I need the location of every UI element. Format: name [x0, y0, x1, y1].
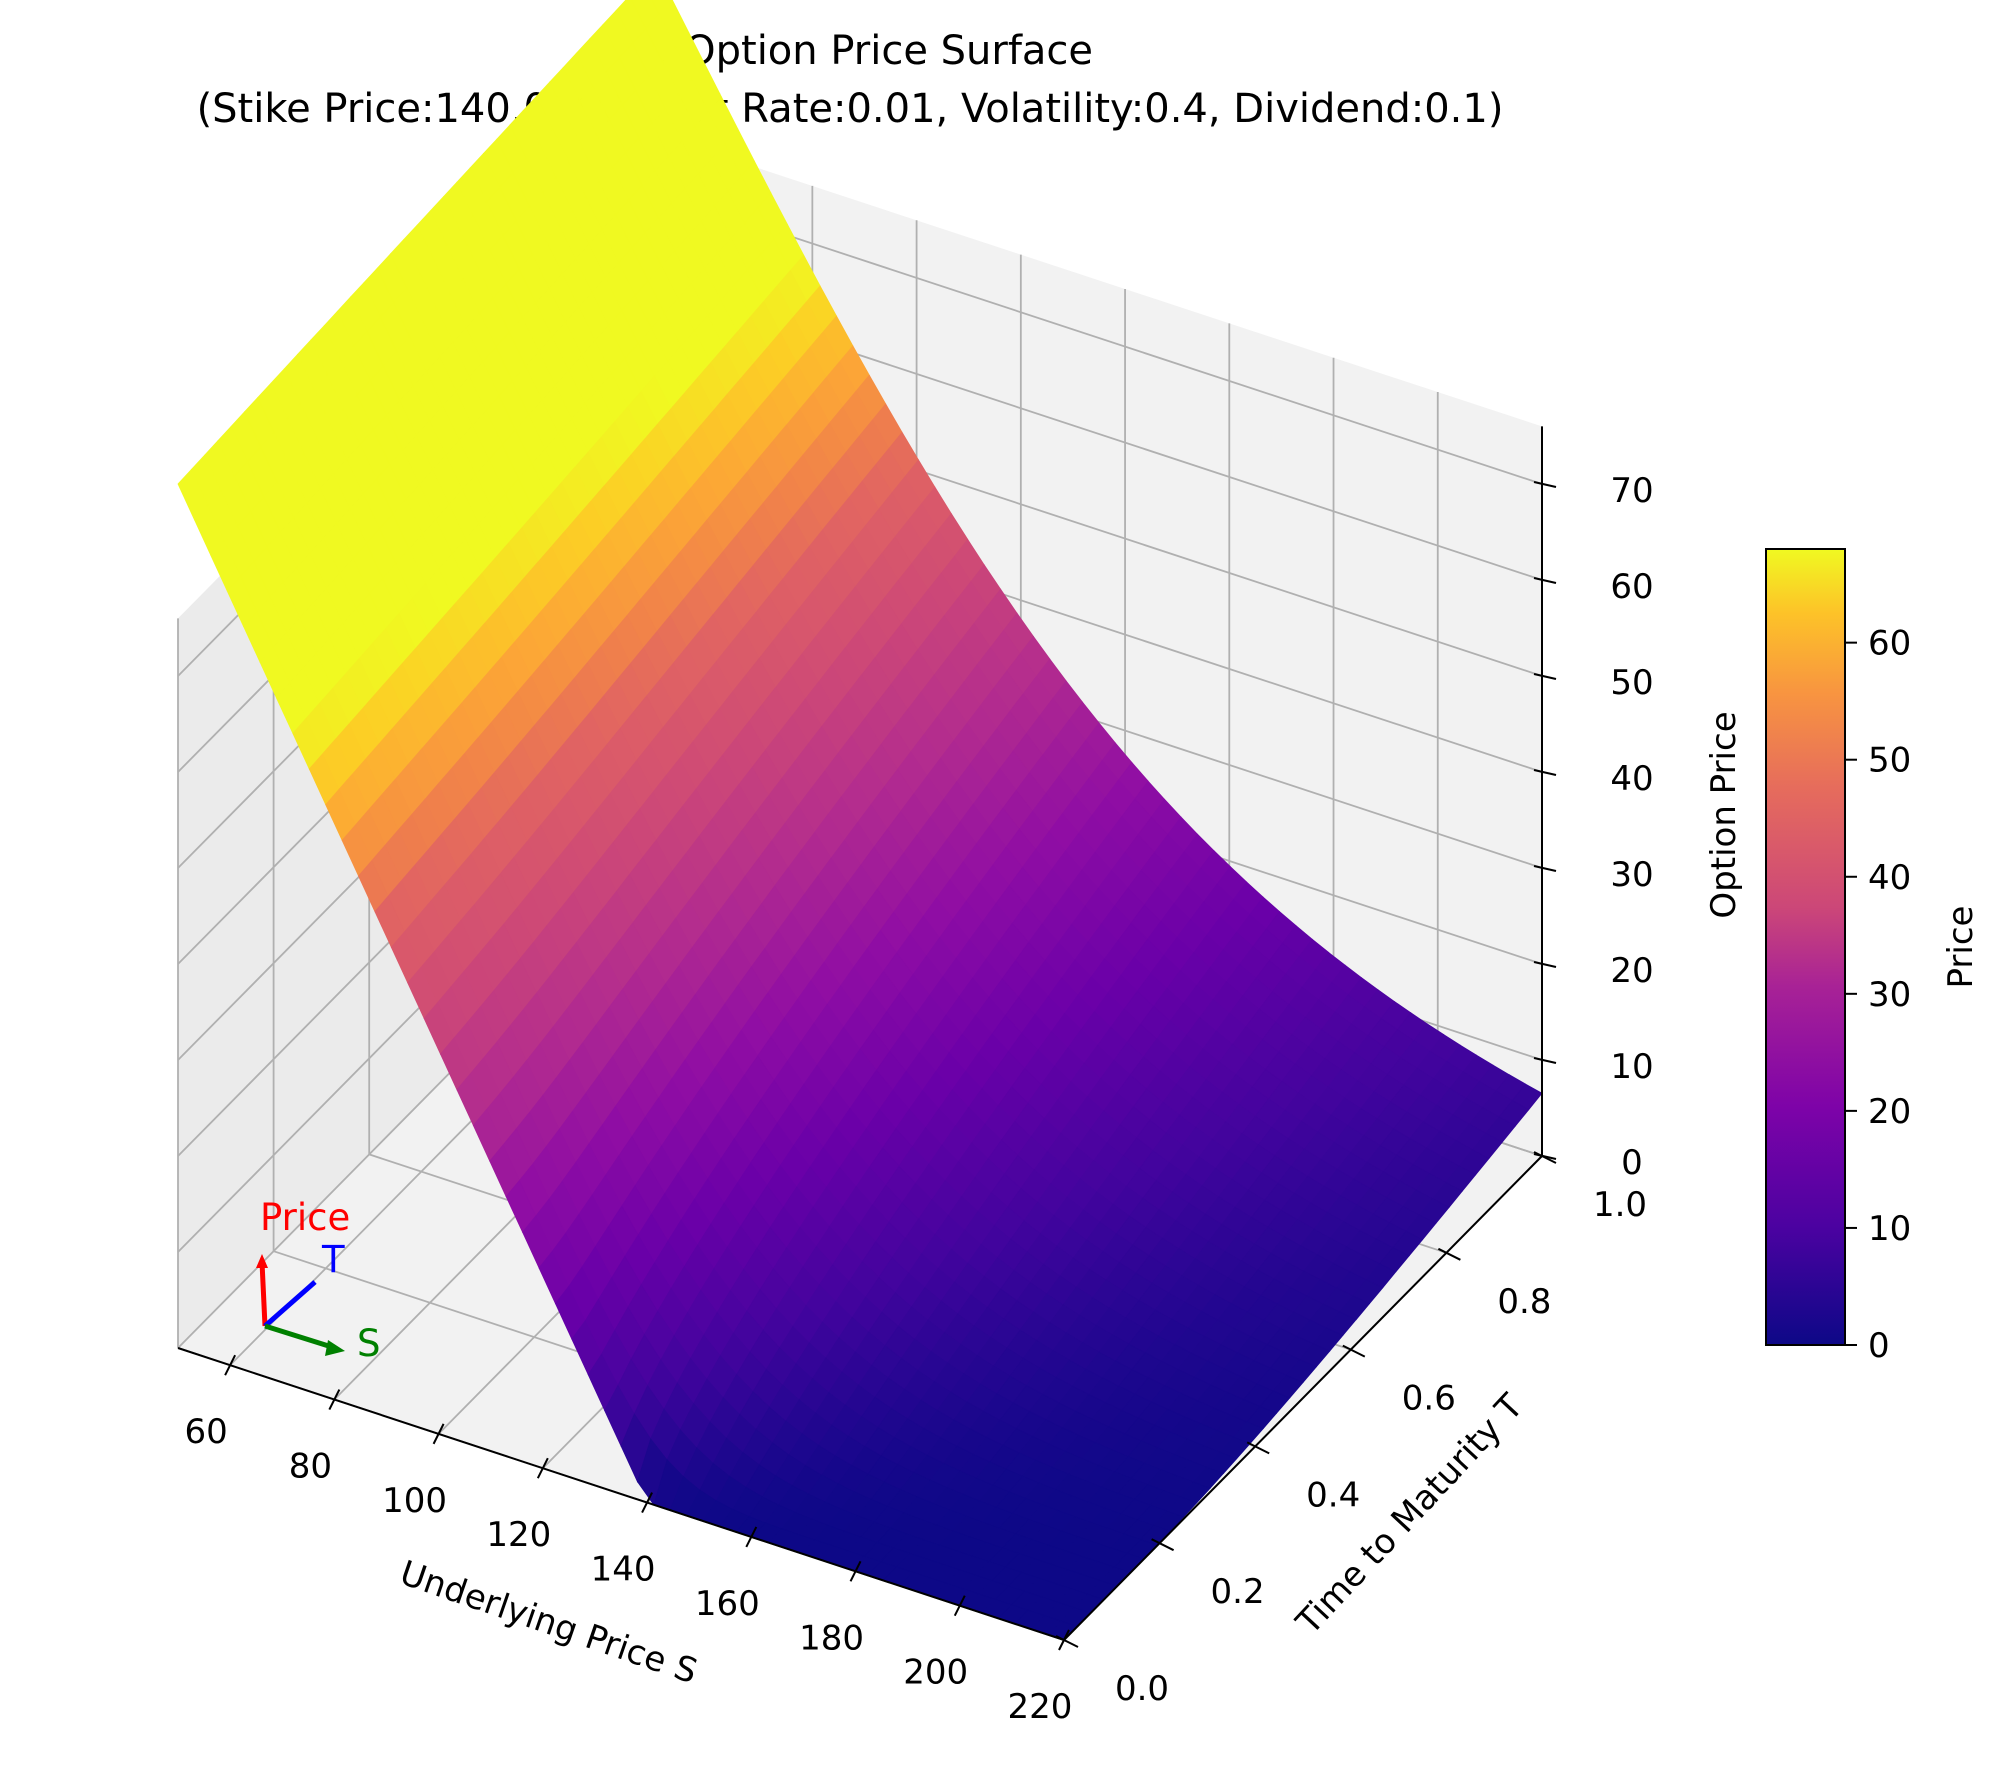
y-tick-label: 0.8 [1497, 1282, 1551, 1322]
colorbar-tick-label: 40 [1868, 858, 1911, 898]
z-tick-label: 40 [1610, 759, 1653, 799]
price-arrow [259, 1261, 268, 1327]
x-tick-label: 220 [1008, 1687, 1073, 1727]
grid-line [655, 191, 1543, 485]
y-axis-line [1063, 1155, 1543, 1641]
x-axis-line [177, 1347, 1065, 1641]
z-tick [1533, 769, 1557, 776]
time-orientation-label: T [321, 1238, 345, 1281]
z-tick-label: 50 [1610, 663, 1653, 703]
colorbar-tick-label: 60 [1868, 624, 1911, 664]
colorbar-tick-label: 30 [1868, 975, 1911, 1015]
x-axis-label: Underlying Price S [395, 1553, 702, 1692]
x-tick-label: 100 [382, 1481, 447, 1521]
colorbar: 0 10 20 30 40 50 60 Price [1765, 548, 1981, 1366]
y-tick [1246, 1441, 1270, 1455]
z-tick-label: 30 [1610, 855, 1653, 895]
x-tick-label: 200 [903, 1653, 968, 1693]
surface-plot [177, 0, 1543, 1641]
x-tick [745, 1526, 758, 1548]
x-tick [328, 1389, 341, 1410]
x-tick-label: 140 [591, 1550, 656, 1590]
z-tick-label: 70 [1610, 471, 1653, 511]
x-tick-label: 160 [695, 1584, 760, 1624]
x-tick-label: 120 [486, 1515, 551, 1555]
colorbar-gradient [1765, 548, 1846, 1346]
x-tick [224, 1354, 237, 1376]
z-tick [1533, 577, 1557, 584]
x-tick [641, 1492, 653, 1514]
colorbar-ticks: 0 10 20 30 40 50 60 [1845, 624, 1911, 1366]
x-tick [849, 1560, 862, 1582]
colorbar-label: Price [1941, 906, 1981, 989]
colorbar-tick-label: 10 [1868, 1209, 1911, 1249]
y-tick [1437, 1247, 1461, 1261]
z-tick-label: 10 [1610, 1047, 1653, 1087]
colorbar-tick-label: 20 [1868, 1092, 1911, 1132]
z-tick-label: 0 [1621, 1143, 1643, 1183]
z-tick [1533, 961, 1557, 968]
x-tick [536, 1457, 549, 1479]
y-tick-label: 0.0 [1115, 1669, 1169, 1709]
x-tick-label: 180 [799, 1618, 864, 1658]
colorbar-tick-label: 50 [1868, 741, 1911, 781]
z-tick [1533, 673, 1557, 680]
time-arrow [263, 1280, 317, 1328]
z-tick [1533, 1153, 1557, 1160]
y-tick [1342, 1344, 1366, 1358]
price-arrow-head [256, 1254, 268, 1268]
spot-arrow-head [325, 1340, 345, 1356]
y-tick [1151, 1538, 1175, 1552]
x-tick [432, 1423, 445, 1445]
y-tick-label: 1.0 [1593, 1185, 1647, 1225]
spot-arrow [264, 1323, 336, 1351]
y-tick-label: 0.2 [1211, 1572, 1265, 1612]
spot-orientation-label: S [357, 1322, 381, 1365]
x-tick-label: 60 [184, 1412, 227, 1452]
z-axis-label: Option Price [1704, 711, 1744, 918]
z-tick-label: 60 [1610, 567, 1653, 607]
price-orientation-label: Price [260, 1196, 350, 1239]
y-tick-label: 0.6 [1402, 1379, 1456, 1419]
colorbar-tick-label: 0 [1868, 1326, 1890, 1366]
z-tick-label: 20 [1610, 951, 1653, 991]
x-tick-label: 80 [289, 1447, 332, 1487]
z-tick [1533, 1057, 1557, 1064]
z-tick [1533, 865, 1557, 872]
y-tick-label: 0.4 [1306, 1475, 1360, 1515]
z-tick [1533, 481, 1557, 488]
chart-subtitle: (Stike Price:140.0, Interest Rate:0.01, … [197, 86, 1504, 132]
y-tick [1055, 1635, 1079, 1648]
orientation-indicator: Price T S [256, 1196, 381, 1365]
x-tick [953, 1595, 966, 1617]
